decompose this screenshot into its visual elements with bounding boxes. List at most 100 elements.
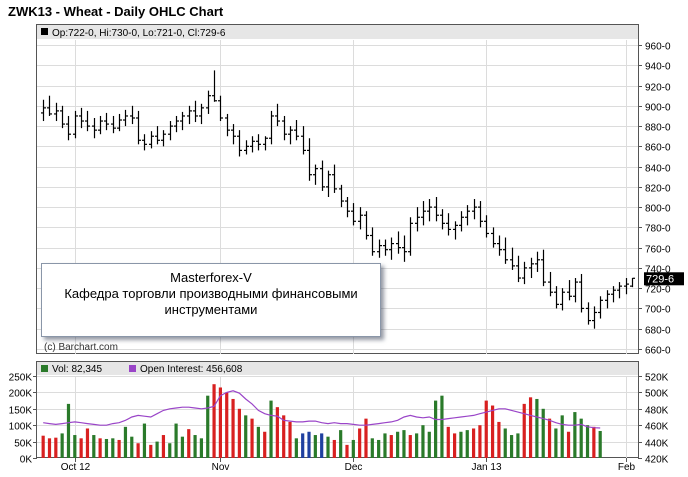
- volume-bar: [73, 435, 77, 458]
- volume-bar: [263, 431, 267, 458]
- ohlc-bar: [446, 213, 451, 236]
- ohlc-bar: [541, 249, 546, 287]
- ohlc-bar: [85, 110, 90, 132]
- oi-tick-label: 500K: [645, 389, 669, 400]
- volume-bar: [117, 439, 121, 458]
- ohlc-bar: [193, 100, 198, 123]
- ohlc-bar: [326, 170, 331, 197]
- ohlc-bar: [199, 103, 204, 125]
- ohlc-bar: [320, 160, 325, 191]
- volume-bar: [440, 395, 444, 458]
- ohlc-bar: [98, 115, 103, 135]
- price-tick-label: 800-0: [645, 204, 671, 215]
- volume-bar: [41, 435, 45, 458]
- volume-bar: [301, 433, 305, 458]
- ohlc-bar: [497, 235, 502, 256]
- open-interest-axis: 420K 440K 460K 480K 500K 520K: [638, 373, 669, 466]
- last-price-marker: 729-6: [644, 272, 684, 286]
- ohlc-bar: [313, 164, 318, 185]
- ohlc-bar: [275, 103, 280, 127]
- ohlc-bar: [130, 105, 135, 125]
- price-axis: 960-0 940-0 920-0 900-0 880-0 860-0 840-0 820-0…: [638, 42, 671, 357]
- volume-bar: [130, 436, 134, 458]
- annotation-line-2: Кафедра торговли производными финансовым…: [64, 286, 358, 301]
- volume-bar: [490, 405, 495, 458]
- volume-bar: [174, 423, 178, 458]
- volume-bar: [408, 435, 412, 458]
- volume-bar: [269, 400, 273, 458]
- ohlc-bar: [465, 205, 470, 226]
- price-tick-label: 820-0: [645, 184, 671, 195]
- volume-bar: [54, 437, 58, 458]
- volume-bar: [332, 439, 336, 458]
- price-legend-text: Op:722-0, Hi:730-0, Lo:721-0, Cl:729-6: [52, 28, 226, 39]
- ohlc-bar: [522, 261, 527, 285]
- volume-bar: [92, 435, 96, 458]
- volume-bar: [528, 397, 533, 458]
- volume-bar: [497, 421, 501, 458]
- x-tick-label: Nov: [212, 462, 230, 473]
- volume-bar: [389, 435, 393, 458]
- volume-bar: [123, 426, 128, 458]
- ohlc-bar: [263, 136, 268, 151]
- annotation-line-3: инструментами: [164, 302, 258, 317]
- ohlc-bar: [282, 115, 287, 141]
- volume-bar: [320, 433, 324, 458]
- volume-bar: [206, 395, 210, 458]
- volume-bar: [351, 439, 355, 458]
- ohlc-bar: [250, 136, 255, 153]
- price-tick-label: 720-0: [645, 285, 671, 296]
- ohlc-bar: [332, 164, 337, 193]
- ohlc-bar: [66, 115, 71, 141]
- ohlc-bar: [174, 115, 179, 133]
- volume-bar: [566, 431, 571, 458]
- ohlc-bar: [510, 247, 515, 270]
- ohlc-bar: [345, 197, 350, 218]
- ohlc-bar: [155, 126, 160, 145]
- ohlc-bar: [573, 278, 578, 303]
- price-tick-label: 700-0: [645, 305, 671, 316]
- vol-legend-text: Vol: 82,345: [52, 364, 102, 375]
- volume-legend: Vol: 82,345 Open Interest: 456,608: [37, 362, 638, 375]
- ohlc-bar: [459, 211, 464, 232]
- volume-tick-label: 200K: [9, 389, 33, 400]
- price-tick-label: 760-0: [645, 245, 671, 256]
- ohlc-bar: [491, 227, 496, 248]
- volume-series: [41, 384, 602, 458]
- volume-bar: [421, 425, 425, 458]
- volume-bar: [402, 430, 406, 458]
- ohlc-bar: [370, 227, 375, 256]
- volume-bar: [535, 398, 539, 458]
- volume-bar: [427, 431, 431, 458]
- volume-bar: [161, 435, 166, 458]
- volume-tick-label: 250K: [9, 373, 33, 384]
- ohlc-bar: [427, 199, 432, 222]
- ohlc-bar: [617, 282, 622, 299]
- volume-bar: [554, 428, 558, 458]
- volume-bar: [149, 444, 153, 458]
- volume-bar: [66, 403, 71, 458]
- price-tick-label: 900-0: [645, 103, 671, 114]
- volume-tick-label: 150K: [9, 406, 33, 417]
- ohlc-bar: [307, 138, 312, 181]
- ohlc-bar: [592, 306, 597, 329]
- ohlc-bar: [60, 105, 65, 129]
- volume-bar: [193, 435, 197, 458]
- volume-bar: [585, 425, 590, 458]
- volume-tick-label: 0K: [20, 455, 33, 466]
- volume-bar: [516, 433, 520, 458]
- volume-bar: [592, 426, 596, 458]
- price-legend-bg: [37, 25, 638, 39]
- volume-bar: [522, 403, 526, 458]
- ohlc-bar: [351, 203, 356, 226]
- ohlc-bar: [453, 221, 458, 240]
- price-legend-swatch: [41, 28, 48, 35]
- volume-bar: [212, 384, 216, 458]
- ohlc-bar: [47, 95, 52, 116]
- volume-bar: [231, 398, 235, 458]
- volume-bar: [396, 431, 400, 458]
- volume-bar: [187, 429, 191, 458]
- ohlc-bar: [256, 134, 261, 151]
- volume-bar: [503, 428, 507, 458]
